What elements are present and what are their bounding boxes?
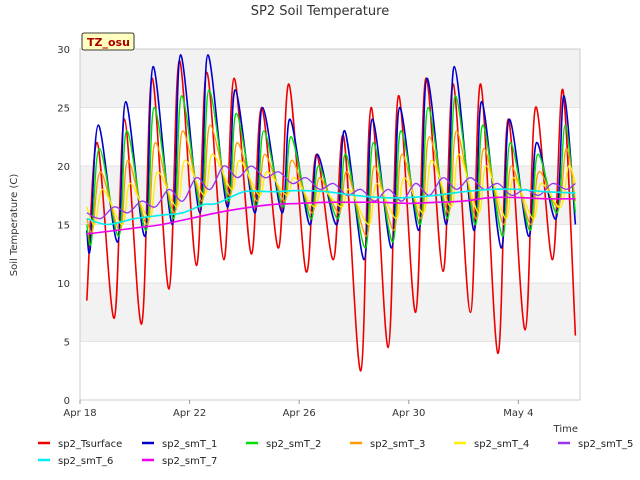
series-line-sp2_smT_7 <box>86 196 576 235</box>
series-line-sp2_smT_6 <box>86 188 576 226</box>
x-tick-label: Apr 30 <box>392 408 425 419</box>
y-tick-label: 0 <box>64 396 70 407</box>
x-tick-label: Apr 26 <box>283 408 316 419</box>
y-tick-label: 15 <box>57 221 70 232</box>
x-axis-label: Time <box>553 424 578 435</box>
badge-box <box>81 32 135 51</box>
series-line-sp2_smT_5 <box>86 165 576 220</box>
legend-label: sp2_smT_2 <box>266 439 321 450</box>
legend-label: sp2_smT_1 <box>162 439 217 450</box>
y-tick-label: 30 <box>57 45 70 56</box>
x-axis: Apr 18 Apr 22 Apr 26 Apr 30 May 4 <box>63 400 533 419</box>
series-lines <box>86 54 577 372</box>
y-tick-label: 5 <box>64 338 70 349</box>
y-axis: 0 5 10 15 20 25 30 <box>57 45 70 407</box>
y-tick-label: 10 <box>57 279 70 290</box>
legend-label: sp2_smT_4 <box>474 439 529 450</box>
y-tick-label: 20 <box>57 162 70 173</box>
legend-label: sp2_smT_7 <box>162 456 217 467</box>
legend: sp2_Tsurface sp2_smT_1 sp2_smT_2 sp2_smT_3 s… <box>38 439 633 467</box>
series-line-sp2_smT_4 <box>86 153 577 226</box>
y-axis-label: Soil Temperature (C) <box>9 174 20 277</box>
series-line-sp2_smT_1 <box>86 54 577 261</box>
chart-title: SP2 Soil Temperature <box>251 4 389 19</box>
legend-label: sp2_smT_3 <box>370 439 425 450</box>
grid-band <box>80 49 580 108</box>
legend-label: sp2_smT_6 <box>58 456 113 467</box>
y-tick-label: 25 <box>57 104 70 115</box>
series-line-sp2_Tsurface <box>86 59 577 372</box>
grid-band <box>80 283 580 342</box>
legend-label: sp2_smT_5 <box>578 439 633 450</box>
x-tick-label: Apr 18 <box>63 408 96 419</box>
plot-frame <box>79 48 581 401</box>
legend-label: sp2_Tsurface <box>58 439 122 450</box>
x-tick-label: May 4 <box>503 408 533 419</box>
x-tick-label: Apr 22 <box>173 408 206 419</box>
site-badge: TZ_osu <box>81 32 135 51</box>
badge-text: TZ_osu <box>87 36 130 49</box>
